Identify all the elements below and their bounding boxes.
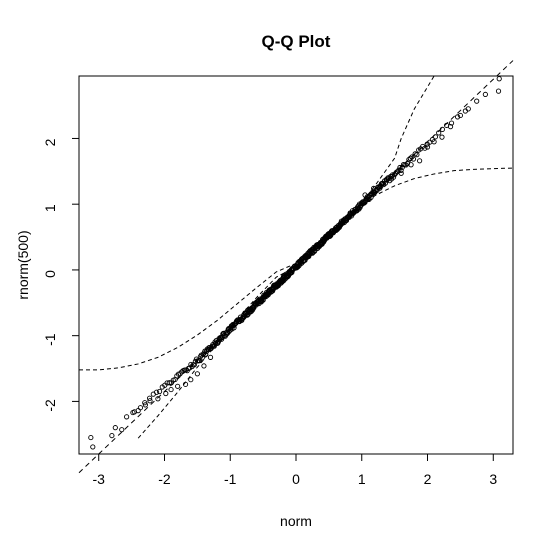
x-axis-tick-label: -1 [224, 471, 237, 487]
qq-point [465, 106, 471, 112]
x-axis-tick-label: 3 [489, 471, 497, 487]
qq-point [403, 162, 409, 168]
qq-point [432, 134, 439, 140]
qq-point [142, 402, 148, 408]
y-axis: -2 -1 0 1 2 [42, 137, 79, 412]
qq-point [436, 130, 442, 136]
qq-point [410, 156, 417, 162]
qq-point [398, 167, 404, 173]
qq-point [368, 194, 374, 200]
qq-point [207, 354, 214, 360]
qq-point [194, 371, 200, 377]
x-axis-tick-label: 0 [292, 471, 300, 487]
qq-point [431, 139, 437, 145]
qq-point [495, 88, 502, 94]
qq-point [124, 414, 130, 420]
qq-point [424, 144, 431, 150]
x-axis-tick-label: -3 [93, 471, 106, 487]
y-axis-tick-label: -1 [42, 333, 58, 346]
qq-point [163, 390, 169, 397]
qq-point [166, 380, 172, 386]
qq-point [182, 381, 189, 387]
qq-point [454, 114, 461, 120]
qq-point [216, 335, 222, 342]
y-axis-tick-label: -2 [42, 399, 58, 412]
chart-title: Q-Q Plot [262, 32, 331, 51]
qq-point [90, 444, 96, 450]
qq-point [112, 425, 118, 431]
qq-point [241, 314, 247, 321]
x-axis-tick-label: 1 [358, 471, 366, 487]
qq-point [203, 351, 209, 358]
qq-point [175, 383, 181, 389]
x-axis: -3 -2 -1 0 1 2 3 [93, 454, 497, 487]
qq-point [201, 363, 207, 369]
qq-point [130, 409, 136, 416]
qq-point [474, 98, 480, 104]
qq-point [439, 134, 445, 140]
y-axis-tick-label: 1 [42, 204, 58, 212]
qq-point [417, 158, 423, 164]
qq-point [447, 124, 454, 130]
qq-point [147, 395, 153, 401]
qq-point [135, 408, 141, 414]
qq-point [370, 185, 377, 192]
y-axis-label: rnorm(500) [15, 230, 31, 299]
qq-point [388, 173, 394, 180]
qq-point [362, 192, 368, 198]
qq-point [147, 398, 153, 404]
confidence-band-upper [137, 75, 435, 439]
qq-point [109, 432, 115, 439]
qq-point [397, 164, 403, 171]
y-axis-tick-label: 0 [42, 270, 58, 278]
x-axis-tick-label: -2 [158, 471, 171, 487]
x-axis-label: norm [280, 513, 312, 529]
qq-point [457, 112, 463, 119]
qq-point [188, 377, 194, 383]
qq-point [155, 396, 161, 402]
qq-point [253, 302, 259, 308]
qq-point [439, 126, 445, 132]
y-axis-tick-label: 2 [42, 138, 58, 146]
qq-point [378, 181, 385, 187]
qq-point [168, 386, 174, 393]
qq-point [422, 145, 428, 151]
qq-point [223, 331, 230, 337]
x-axis-tick-label: 2 [424, 471, 432, 487]
qq-point [88, 434, 94, 441]
qq-point [414, 152, 420, 158]
qq-point [191, 362, 197, 368]
qq-point [156, 388, 163, 395]
qq-point [408, 162, 414, 168]
qq-point [448, 120, 455, 126]
qq-point [153, 389, 160, 395]
qq-point [207, 346, 214, 352]
qq-point [142, 400, 148, 406]
qq-point [482, 91, 488, 98]
qq-point [137, 405, 144, 411]
qq-point [398, 170, 404, 176]
qq-point [119, 427, 125, 433]
points-layer [88, 76, 502, 450]
qq-point [396, 167, 402, 173]
qq-point [199, 355, 205, 361]
qq-point [407, 155, 413, 161]
qq-point [496, 76, 502, 82]
